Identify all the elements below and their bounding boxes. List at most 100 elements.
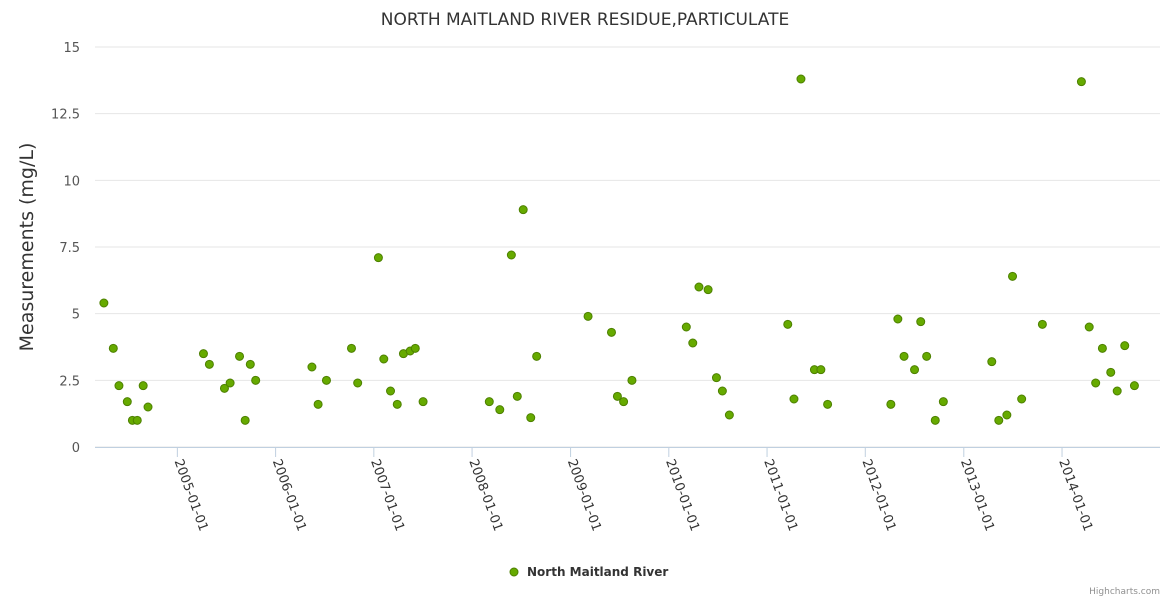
y-tick-label: 15 <box>63 41 80 56</box>
legend-item-north-maitland-river[interactable]: North Maitland River <box>527 565 668 579</box>
data-point[interactable] <box>532 351 542 361</box>
y-tick-label: 0 <box>72 441 80 456</box>
x-tick-label: 2008-01-01 <box>465 457 505 533</box>
data-point[interactable] <box>1076 77 1086 87</box>
data-point[interactable] <box>711 373 721 383</box>
data-point[interactable] <box>994 415 1004 425</box>
data-point[interactable] <box>1037 319 1047 329</box>
data-point[interactable] <box>108 343 118 353</box>
data-point[interactable] <box>1129 381 1139 391</box>
data-point[interactable] <box>512 391 522 401</box>
y-axis-label: Measurements (mg/L) <box>16 143 38 352</box>
x-tick-label: 2010-01-01 <box>662 457 702 533</box>
data-point[interactable] <box>688 338 698 348</box>
data-point[interactable] <box>321 375 331 385</box>
y-tick-label: 7.5 <box>59 241 80 256</box>
data-point[interactable] <box>703 285 713 295</box>
data-point[interactable] <box>1120 341 1130 351</box>
data-point[interactable] <box>526 413 536 423</box>
data-point[interactable] <box>938 397 948 407</box>
y-axis-ticks: 0 2.5 5 7.5 10 12.5 15 <box>51 41 80 456</box>
data-point[interactable] <box>796 74 806 84</box>
y-tick-label: 12.5 <box>51 108 80 123</box>
x-tick-label: 2011-01-01 <box>760 457 800 533</box>
data-point[interactable] <box>245 359 255 369</box>
data-point[interactable] <box>1112 386 1122 396</box>
data-point[interactable] <box>225 378 235 388</box>
data-point[interactable] <box>1084 322 1094 332</box>
x-axis: 2005-01-01 2006-01-01 2007-01-01 2008-01-01… <box>95 447 1160 533</box>
y-tick-label: 10 <box>63 174 80 189</box>
data-point[interactable] <box>132 415 142 425</box>
data-point[interactable] <box>251 375 261 385</box>
data-point[interactable] <box>930 415 940 425</box>
data-point[interactable] <box>235 351 245 361</box>
data-point[interactable] <box>484 397 494 407</box>
y-tick-label: 5 <box>72 308 80 323</box>
legend-marker-icon[interactable] <box>509 567 519 577</box>
data-point[interactable] <box>1008 271 1018 281</box>
data-point[interactable] <box>783 319 793 329</box>
x-tick-label: 2013-01-01 <box>957 457 997 533</box>
data-point[interactable] <box>916 317 926 327</box>
data-point[interactable] <box>379 354 389 364</box>
data-point[interactable] <box>1017 394 1027 404</box>
x-tick-label: 2014-01-01 <box>1055 457 1095 533</box>
data-point[interactable] <box>99 298 109 308</box>
data-point[interactable] <box>204 359 214 369</box>
x-tick-label: 2005-01-01 <box>171 457 211 533</box>
data-point[interactable] <box>518 205 528 215</box>
data-point[interactable] <box>681 322 691 332</box>
data-point[interactable] <box>418 397 428 407</box>
data-point[interactable] <box>313 399 323 409</box>
x-tick-label: 2007-01-01 <box>367 457 407 533</box>
data-point[interactable] <box>373 253 383 263</box>
data-point[interactable] <box>240 415 250 425</box>
data-point[interactable] <box>987 357 997 367</box>
data-point[interactable] <box>606 327 616 337</box>
y-tick-label: 2.5 <box>59 374 80 389</box>
data-point[interactable] <box>506 250 516 260</box>
gridlines <box>95 46 1160 448</box>
data-point[interactable] <box>910 365 920 375</box>
data-point[interactable] <box>893 314 903 324</box>
data-point[interactable] <box>1091 378 1101 388</box>
data-point[interactable] <box>143 402 153 412</box>
legend[interactable]: North Maitland River <box>509 565 668 579</box>
data-point[interactable] <box>627 375 637 385</box>
credits-link[interactable]: Highcharts.com <box>1089 587 1160 597</box>
data-point[interactable] <box>816 365 826 375</box>
data-point[interactable] <box>717 386 727 396</box>
data-point[interactable] <box>114 381 124 391</box>
data-point[interactable] <box>138 381 148 391</box>
data-point[interactable] <box>346 343 356 353</box>
data-point[interactable] <box>307 362 317 372</box>
data-point[interactable] <box>886 399 896 409</box>
data-point[interactable] <box>899 351 909 361</box>
data-point[interactable] <box>583 311 593 321</box>
data-point[interactable] <box>410 343 420 353</box>
data-point[interactable] <box>1097 343 1107 353</box>
x-tick-label: 2006-01-01 <box>269 457 309 533</box>
data-point[interactable] <box>694 282 704 292</box>
chart-title: NORTH MAITLAND RIVER RESIDUE,PARTICULATE <box>381 10 789 30</box>
data-point[interactable] <box>789 394 799 404</box>
data-point[interactable] <box>823 399 833 409</box>
data-point[interactable] <box>619 397 629 407</box>
data-point[interactable] <box>612 391 622 401</box>
data-point[interactable] <box>724 410 734 420</box>
data-point[interactable] <box>219 383 229 393</box>
data-point[interactable] <box>1106 367 1116 377</box>
data-point[interactable] <box>386 386 396 396</box>
data-point[interactable] <box>122 397 132 407</box>
x-tick-label: 2012-01-01 <box>859 457 899 533</box>
data-point[interactable] <box>922 351 932 361</box>
data-point[interactable] <box>495 405 505 415</box>
x-tick-label: 2009-01-01 <box>564 457 604 533</box>
data-point[interactable] <box>353 378 363 388</box>
data-point[interactable] <box>1002 410 1012 420</box>
data-point[interactable] <box>392 399 402 409</box>
series-north-maitland-river[interactable] <box>99 74 1139 425</box>
data-point[interactable] <box>198 349 208 359</box>
